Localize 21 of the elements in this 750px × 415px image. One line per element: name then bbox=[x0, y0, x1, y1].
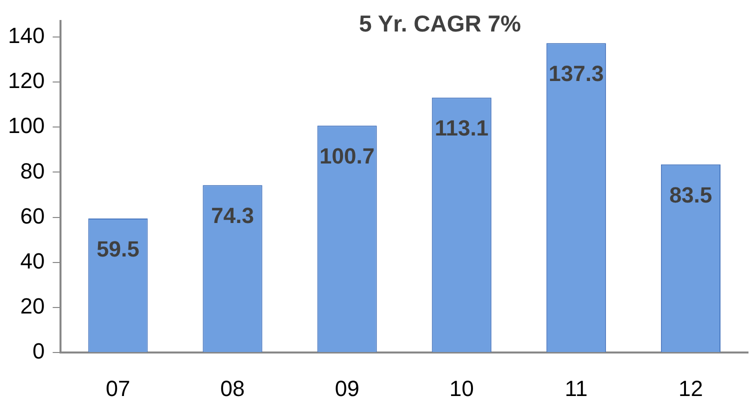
y-tick-label: 40 bbox=[20, 248, 45, 274]
y-tick-label: 0 bbox=[32, 338, 45, 364]
data-label: 59.5 bbox=[96, 236, 140, 262]
x-tick-label: 10 bbox=[449, 376, 474, 401]
y-tick-label: 140 bbox=[8, 23, 45, 48]
y-tick-label: 20 bbox=[20, 294, 45, 319]
data-label: 74.3 bbox=[211, 203, 254, 228]
data-label: 113.1 bbox=[434, 116, 489, 141]
y-tick-label: 120 bbox=[8, 68, 45, 94]
y-tick-label: 60 bbox=[20, 203, 45, 228]
chart-title: 5 Yr. CAGR 7% bbox=[359, 10, 521, 36]
x-tick-label: 08 bbox=[220, 376, 245, 401]
data-label: 100.7 bbox=[320, 144, 375, 169]
x-tick-label: 09 bbox=[334, 376, 360, 401]
x-tick-label: 12 bbox=[678, 376, 703, 401]
data-label: 137.3 bbox=[548, 61, 604, 86]
y-tick-label: 80 bbox=[20, 158, 45, 184]
y-tick-label: 100 bbox=[8, 113, 45, 138]
data-label: 83.5 bbox=[669, 182, 712, 208]
x-tick-label: 07 bbox=[106, 376, 130, 401]
x-tick-label: 11 bbox=[564, 376, 588, 401]
